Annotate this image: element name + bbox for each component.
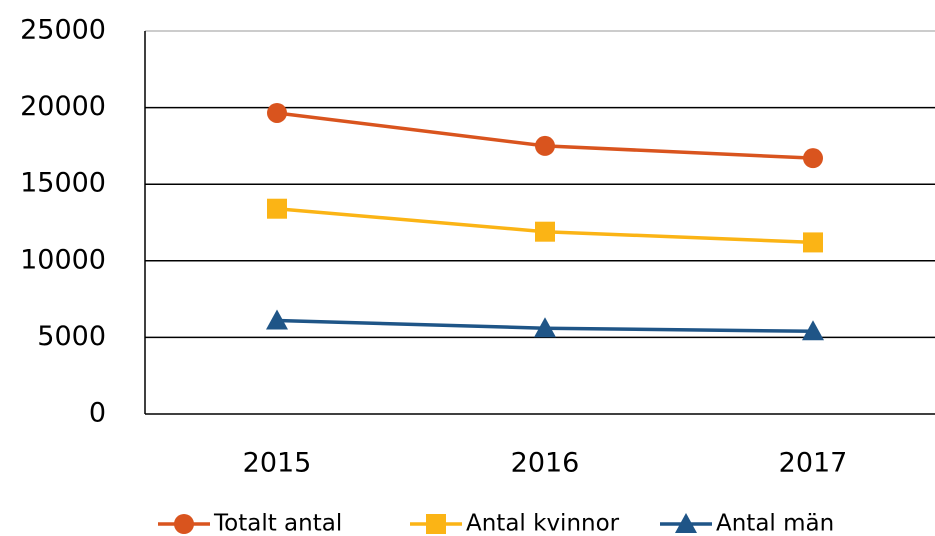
x-tick-label: 2015 <box>243 448 312 479</box>
marker <box>534 317 556 338</box>
marker <box>535 221 555 242</box>
legend-label: Totalt antal <box>213 511 342 536</box>
marker <box>803 232 823 253</box>
legend-label: Antal kvinnor <box>466 511 620 536</box>
marker <box>174 514 194 534</box>
marker <box>266 309 288 330</box>
marker <box>675 513 697 533</box>
y-tick-label: 0 <box>89 398 106 429</box>
y-tick-label: 15000 <box>20 168 106 199</box>
marker <box>535 135 555 156</box>
marker <box>802 320 824 341</box>
x-tick-label: 2017 <box>779 448 848 479</box>
y-tick-label: 10000 <box>20 244 106 275</box>
legend-label: Antal män <box>716 511 834 536</box>
y-tick-label: 5000 <box>37 321 106 352</box>
marker <box>426 514 446 534</box>
y-tick-label: 20000 <box>20 91 106 122</box>
marker <box>267 198 287 219</box>
y-tick-label: 25000 <box>20 15 106 46</box>
marker <box>803 148 823 169</box>
marker <box>267 102 287 123</box>
x-tick-label: 2016 <box>511 448 580 479</box>
